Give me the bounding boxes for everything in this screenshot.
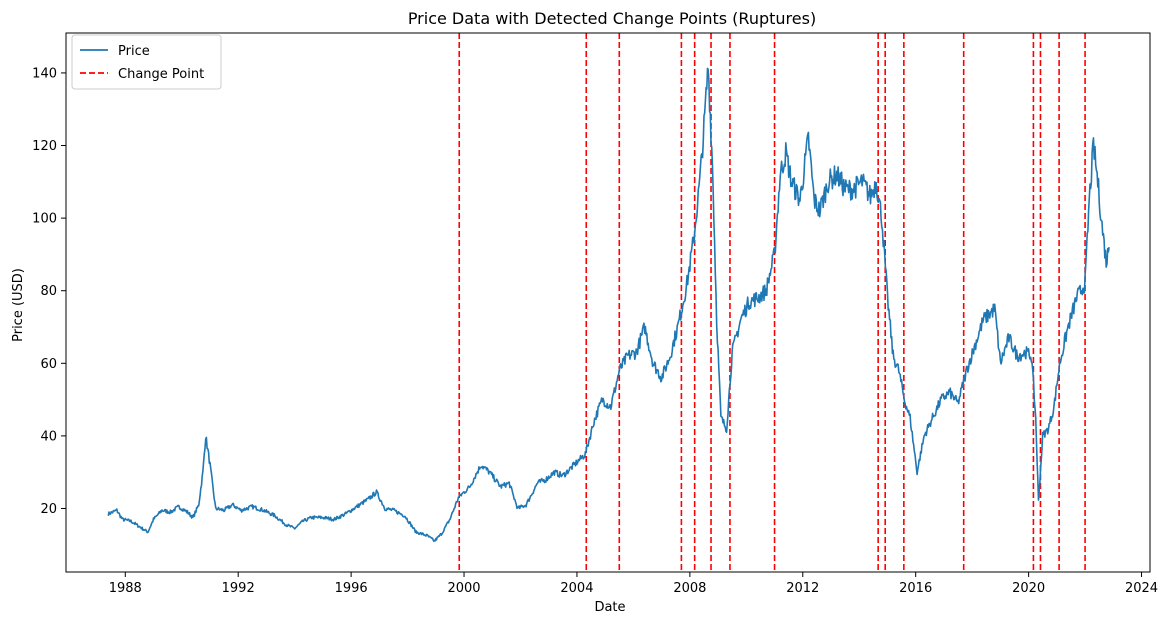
legend: Price Change Point [71,34,222,90]
y-axis-label: Price (USD) [11,268,26,342]
plot-background [66,33,1150,572]
x-tick-label: 2012 [786,581,819,596]
x-tick-label: 2024 [1125,581,1158,596]
plot-area [66,33,1150,572]
series-layer [107,67,1110,543]
chart-title: Price Data with Detected Change Points (… [408,9,816,28]
y-tick-label: 80 [40,284,57,299]
x-axis-label: Date [594,600,625,615]
x-tick-label: 1988 [109,581,142,596]
legend-label-price: Price [118,44,150,59]
x-tick-label: 2020 [1012,581,1045,596]
x-tick-label: 2004 [560,581,593,596]
price-series-line [107,67,1110,543]
x-tick-label: 1992 [222,581,255,596]
x-tick-label: 1996 [335,581,368,596]
x-tick-label: 2000 [447,581,480,596]
y-tick-label: 100 [32,212,57,227]
axes-frame [65,32,1151,573]
x-tick-label: 2016 [899,581,932,596]
legend-label-change-point: Change Point [118,67,204,82]
y-tick-label: 120 [32,139,57,154]
y-tick-label: 20 [40,502,57,517]
y-tick-label: 60 [40,357,57,372]
x-tick-label: 2008 [673,581,706,596]
y-tick-label: 40 [40,429,57,444]
legend-box [71,34,222,90]
y-tick-label: 140 [32,66,57,81]
ticks: 1988 1992 1996 2000 2004 2008 2012 2016 2020 2024… [32,66,1158,596]
axes [65,32,1151,573]
